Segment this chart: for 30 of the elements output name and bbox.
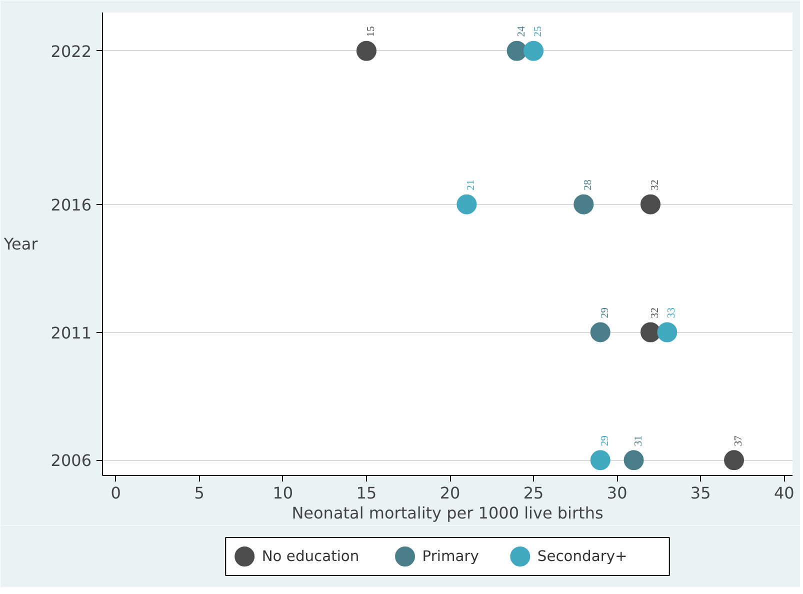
x-tick-label: 40 [774, 484, 794, 502]
data-label: 21 [466, 180, 478, 190]
legend-label: Secondary+ [537, 548, 628, 565]
y-tick-label: 2011 [50, 323, 92, 342]
y-tick-label: 2022 [50, 42, 92, 61]
y-tick-label: 2006 [50, 451, 92, 470]
legend-label: Primary [422, 548, 480, 565]
data-label: 15 [366, 26, 377, 37]
legend-label: No education [262, 548, 360, 565]
x-tick-label: 20 [440, 484, 460, 502]
x-axis-title: Neonatal mortality per 1000 live births [292, 504, 604, 522]
x-tick-label: 15 [356, 484, 377, 502]
data-label: 28 [583, 180, 594, 190]
x-tick-label: 10 [272, 484, 294, 502]
data-label: 31 [633, 435, 644, 446]
data-label: 32 [650, 308, 661, 318]
x-tick-label: 0 [110, 484, 121, 502]
data-label: 25 [533, 26, 544, 37]
data-label: 32 [650, 180, 661, 190]
y-tick-label: 2016 [50, 195, 92, 214]
data-label: 33 [666, 308, 678, 318]
x-tick-label: 30 [606, 484, 628, 502]
data-label: 29 [600, 435, 611, 446]
y-axis-title: Year [2, 234, 38, 254]
x-tick-label: 35 [690, 484, 711, 502]
data-label: 24 [516, 26, 528, 37]
data-label: 37 [734, 434, 745, 446]
x-tick-label: 25 [523, 484, 544, 502]
data-label: 29 [600, 308, 611, 318]
x-tick-label: 5 [194, 484, 204, 502]
